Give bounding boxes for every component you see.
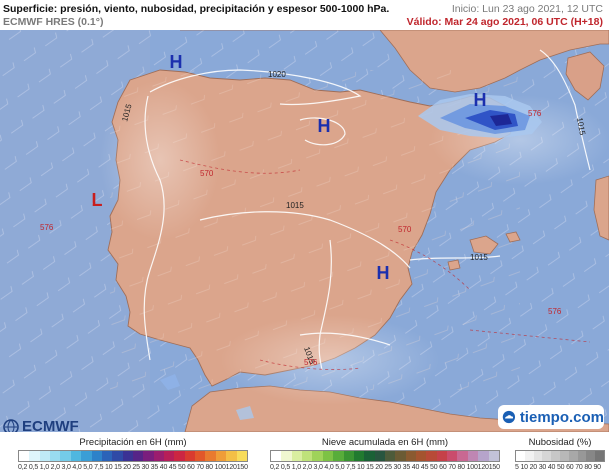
legend-swatch	[467, 451, 479, 461]
clouds-legend: Nubosidad (%) 5 10 20 30 40 50 60 70 80 …	[515, 437, 605, 471]
isobars	[143, 49, 591, 371]
legend-swatch	[122, 451, 133, 461]
legend-swatch	[568, 451, 578, 461]
legend-swatch	[436, 451, 448, 461]
legend-swatch	[302, 451, 313, 461]
legend-swatch	[236, 451, 247, 461]
legend-swatch	[524, 451, 534, 461]
thickness-label: 576	[304, 358, 318, 367]
legend-swatch	[174, 451, 185, 461]
map-title: Superficie: presión, viento, nubosidad, …	[3, 3, 390, 15]
legend-swatch	[516, 451, 525, 461]
legend-swatch	[416, 451, 427, 461]
legend-swatch	[215, 451, 227, 461]
tiempo-logo[interactable]: tiempo.com	[498, 405, 604, 429]
cloud-icon	[502, 410, 516, 424]
thickness-label: 570	[398, 225, 412, 234]
legend-swatch	[112, 451, 123, 461]
precip-legend: Precipitación en 6H (mm) 0,2 0,5 1,0 2,0…	[18, 437, 248, 471]
snow-legend-title: Nieve acumulada en 6H (mm)	[321, 437, 449, 448]
legend-swatch	[478, 451, 489, 461]
high-pressure-label: H	[318, 116, 331, 136]
thickness-label: 570	[200, 169, 214, 178]
legend-swatch	[50, 451, 61, 461]
legend-swatch	[19, 451, 30, 461]
valid-time: Válido: Mar 24 ago 2021, 06 UTC (H+18)	[406, 16, 603, 28]
precip-legend-labels: 0,2 0,5 1,0 2,0 3,0 4,0 5,0 7,5 10 15 20…	[18, 464, 248, 471]
legend-swatch	[542, 451, 552, 461]
legend-swatch	[364, 451, 375, 461]
map-canvas: H H H H L 1020 1015 1015 1015 1015 1015 …	[0, 30, 609, 432]
legend-swatch	[101, 451, 113, 461]
legend-swatch	[384, 451, 396, 461]
legend-swatch	[374, 451, 385, 461]
legend-swatch	[132, 451, 144, 461]
legend-swatch	[533, 451, 543, 461]
legend-swatch	[343, 451, 354, 461]
model-name: ECMWF HRES (0.1°)	[3, 16, 104, 28]
snow-colorbar	[270, 450, 500, 462]
legend-swatch	[312, 451, 323, 461]
clouds-legend-title: Nubosidad (%)	[528, 437, 592, 448]
legend-swatch	[447, 451, 458, 461]
ecmwf-logo-text: ECMWF	[22, 418, 79, 435]
thickness-label: 576	[528, 109, 542, 118]
legend-swatch	[184, 451, 196, 461]
precip-legend-title: Precipitación en 6H (mm)	[79, 437, 187, 448]
legend-swatch	[586, 451, 596, 461]
legend-swatch	[91, 451, 102, 461]
thickness-label: 576	[40, 223, 54, 232]
legend-swatch	[195, 451, 206, 461]
precip-colorbar	[18, 450, 248, 462]
legend-swatch	[457, 451, 468, 461]
legend-swatch	[226, 451, 237, 461]
isobar-label: 1015	[286, 201, 304, 210]
legend-swatch	[60, 451, 71, 461]
snow-legend: Nieve acumulada en 6H (mm) 0,2 0,5 1,0 2…	[270, 437, 500, 471]
legend-swatch	[333, 451, 344, 461]
weather-map[interactable]: H H H H L 1020 1015 1015 1015 1015 1015 …	[0, 30, 609, 432]
legend-swatch	[426, 451, 437, 461]
legend-swatch	[577, 451, 587, 461]
tiempo-logo-text: tiempo.com	[519, 408, 604, 426]
isobar-label: 1020	[268, 70, 286, 79]
isobar-label: 1015	[470, 253, 488, 262]
thickness-label: 576	[548, 307, 562, 316]
legend-swatch	[395, 451, 406, 461]
map-header: Superficie: presión, viento, nubosidad, …	[0, 0, 609, 30]
balearic-islands	[469, 235, 499, 255]
legend-swatch	[81, 451, 92, 461]
legend-swatch	[70, 451, 82, 461]
legend-swatch	[281, 451, 292, 461]
legend-swatch	[322, 451, 334, 461]
legend-swatch	[29, 451, 40, 461]
init-time: Inicio: Lun 23 ago 2021, 12 UTC	[451, 3, 603, 15]
low-pressure-label: L	[92, 190, 103, 210]
legend-swatch	[595, 451, 604, 461]
high-pressure-label: H	[377, 263, 390, 283]
clouds-colorbar	[515, 450, 605, 462]
legend-swatch	[39, 451, 51, 461]
high-pressure-label: H	[170, 52, 183, 72]
legend-area: Precipitación en 6H (mm) 0,2 0,5 1,0 2,0…	[0, 432, 609, 476]
legend-swatch	[205, 451, 216, 461]
legend-swatch	[551, 451, 560, 461]
legend-swatch	[353, 451, 365, 461]
clouds-legend-labels: 5 10 20 30 40 50 60 70 80 90	[515, 464, 601, 471]
legend-swatch	[164, 451, 175, 461]
high-pressure-label: H	[474, 90, 487, 110]
legend-swatch	[405, 451, 417, 461]
legend-swatch	[143, 451, 154, 461]
legend-swatch	[291, 451, 303, 461]
precipitation-area	[418, 94, 542, 138]
isobar-label: 1015	[575, 117, 587, 137]
legend-swatch	[271, 451, 282, 461]
snow-legend-labels: 0,2 0,5 1,0 2,0 3,0 4,0 5,0 7,5 10 15 20…	[270, 464, 500, 471]
thickness-lines	[179, 159, 591, 370]
legend-swatch	[559, 451, 569, 461]
legend-swatch	[153, 451, 165, 461]
legend-swatch	[488, 451, 499, 461]
